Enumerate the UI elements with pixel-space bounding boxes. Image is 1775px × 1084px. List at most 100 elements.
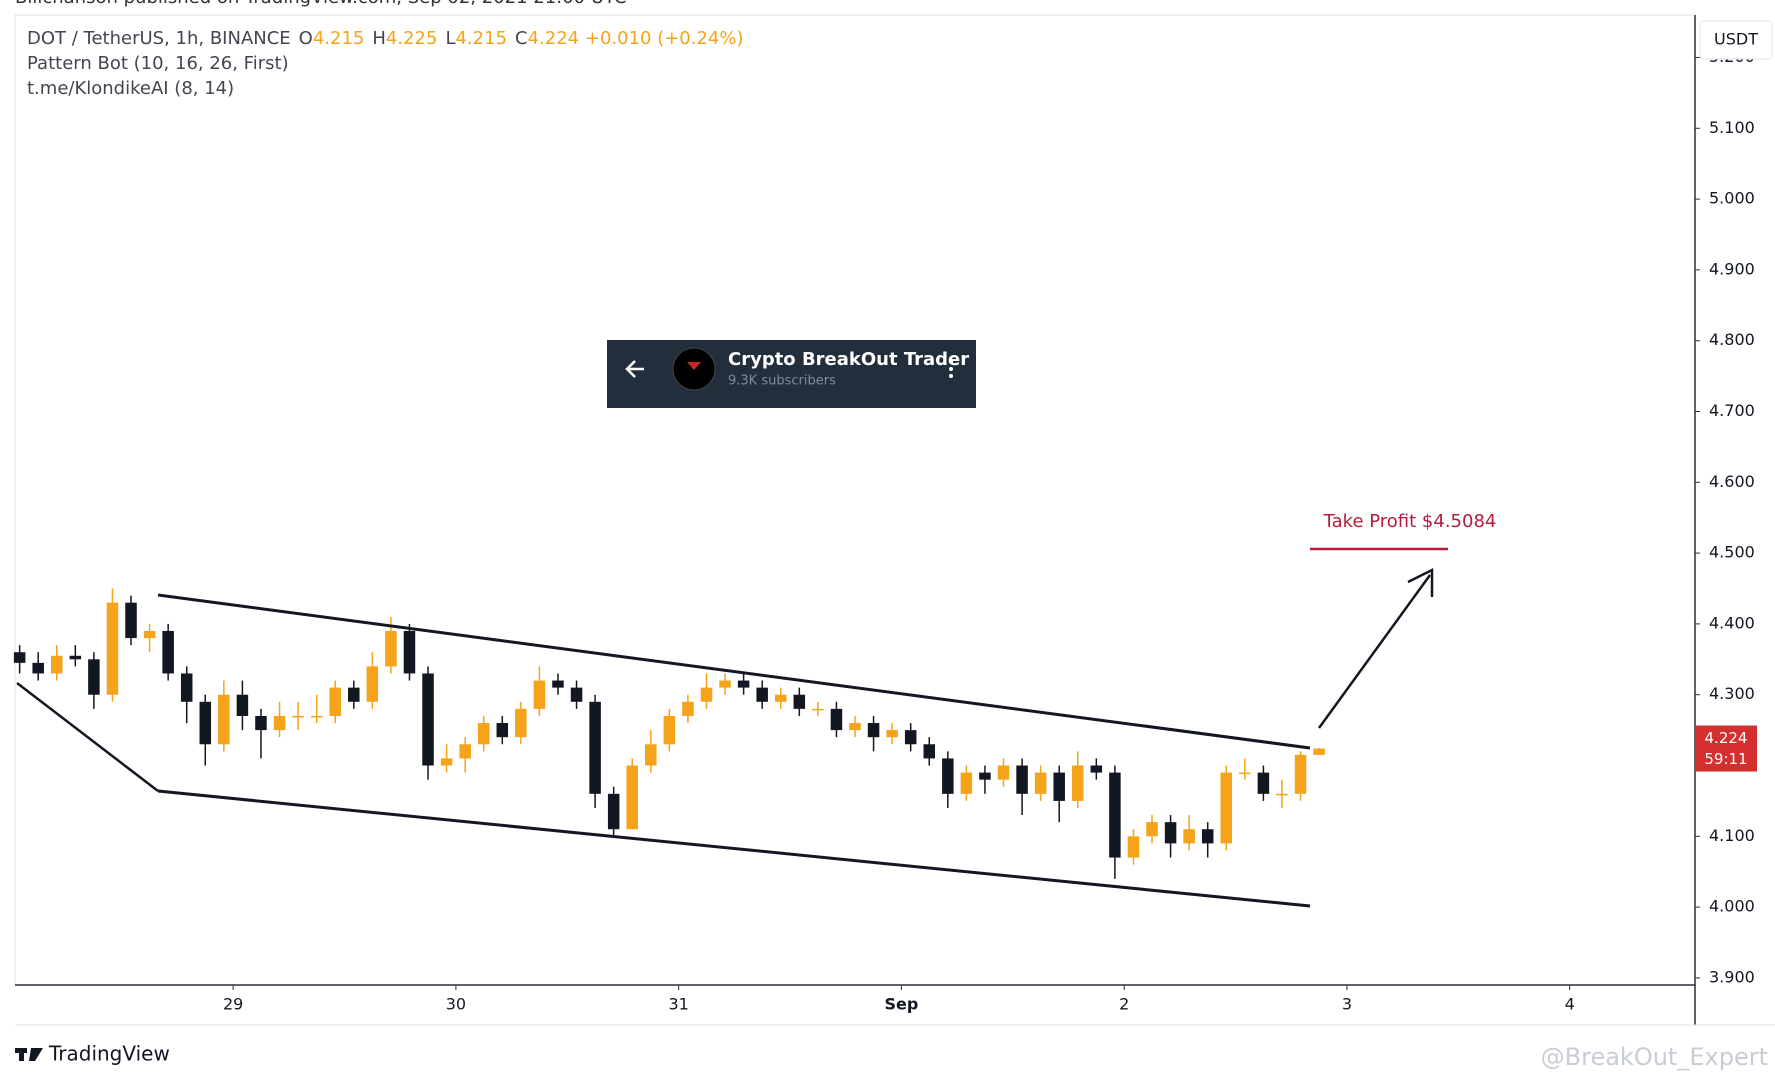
- candle-body: [1164, 822, 1177, 844]
- candle-body: [459, 744, 471, 759]
- candle-body: [552, 680, 564, 688]
- candle-body: [218, 694, 230, 745]
- y-tick-label: 4.400: [1709, 613, 1755, 632]
- candle-body: [1201, 829, 1214, 844]
- candle-body: [329, 687, 341, 716]
- change: +0.010 (+0.24%): [584, 28, 744, 49]
- y-tick-label: 4.300: [1709, 684, 1755, 703]
- candle-body: [162, 630, 174, 674]
- y-tick-label: 3.900: [1709, 967, 1755, 986]
- candle-body: [106, 602, 119, 695]
- unit-label: USDT: [1714, 30, 1758, 49]
- candle-body: [607, 793, 620, 830]
- indicator: t.me/KlondikeAI (8, 14): [27, 78, 235, 99]
- candle-body: [403, 630, 416, 674]
- candle-body: [997, 765, 1010, 780]
- candle-body: [1146, 822, 1158, 837]
- x-tick-label: 3: [1342, 995, 1352, 1014]
- avatar-logo: [687, 362, 701, 370]
- candle-body: [1034, 772, 1047, 794]
- candle-body: [942, 758, 954, 794]
- candle-body: [1072, 765, 1084, 801]
- candle-body: [292, 715, 304, 718]
- y-tick-label: 5.100: [1709, 118, 1755, 137]
- brand-logo: [15, 1048, 43, 1061]
- candle-body: [255, 715, 267, 731]
- menu-icon[interactable]: [949, 360, 953, 378]
- ohlc-value: 4.215: [312, 28, 365, 49]
- ohlc-value: 4.225: [385, 28, 438, 49]
- candle-body: [515, 708, 527, 738]
- ohlc-key: H: [372, 28, 386, 49]
- y-tick-label: 4.500: [1709, 543, 1755, 562]
- candle-body: [570, 687, 583, 702]
- candle-body: [533, 680, 546, 709]
- candle-body: [960, 772, 973, 794]
- candle-body: [69, 655, 82, 660]
- x-tick-label: 29: [223, 995, 243, 1014]
- candle-body: [589, 701, 601, 794]
- candle-body: [125, 602, 137, 639]
- candle-body: [385, 630, 397, 667]
- watermark: @BreakOut_Expert: [1541, 1043, 1768, 1071]
- legend: DOT / TetherUS, 1h, BINANCE O4.215 H4.225 L…: [27, 26, 744, 101]
- candle-body: [88, 659, 100, 695]
- y-tick-label: 4.900: [1709, 259, 1755, 278]
- candle-body: [812, 708, 824, 711]
- indicator: Pattern Bot (10, 16, 26, First): [27, 53, 289, 74]
- candle-body: [867, 723, 880, 738]
- candle-body: [1294, 754, 1307, 794]
- x-tick-label: 2: [1119, 995, 1129, 1014]
- y-tick-label: 4.700: [1709, 401, 1755, 420]
- candle-body: [904, 730, 917, 745]
- back-icon[interactable]: [625, 360, 644, 378]
- ohlc-key: L: [445, 28, 456, 49]
- candle-body: [1239, 772, 1251, 775]
- candle-body: [700, 687, 713, 702]
- y-tick-label: 5.000: [1709, 189, 1755, 208]
- candle-body: [1016, 765, 1028, 794]
- candle-body: [645, 744, 657, 766]
- last-price-label: 4.224: [1705, 729, 1748, 747]
- candle-body: [1109, 772, 1121, 858]
- candle-body: [51, 655, 63, 674]
- ohlc-key: C: [515, 28, 528, 49]
- candle-body: [366, 666, 379, 702]
- candle-body: [273, 715, 286, 731]
- candle-body: [310, 715, 323, 718]
- candle-body: [719, 680, 731, 688]
- brand-name: TradingView: [48, 1042, 170, 1066]
- candle-body: [830, 708, 843, 731]
- channel-left: [16, 682, 159, 792]
- last-price-box: [1695, 725, 1757, 772]
- symbol: DOT / TetherUS, 1h, BINANCE: [27, 28, 291, 49]
- plot-area: [14, 14, 1696, 986]
- channel-title: Crypto BreakOut Trader: [728, 349, 969, 370]
- candle-body: [849, 723, 861, 731]
- banner-bg: [607, 340, 976, 408]
- ohlc-key: O: [298, 28, 313, 49]
- ohlc-value: 4.224: [527, 28, 580, 49]
- candle-body: [682, 701, 694, 716]
- candle-body: [1127, 836, 1140, 858]
- legend-line: DOT / TetherUS, 1h, BINANCE O4.215 H4.225 L…: [27, 26, 744, 51]
- unit-box: [1699, 20, 1773, 60]
- channel-upper: [157, 593, 1311, 750]
- candle-body: [979, 772, 991, 780]
- x-tick-label: 4: [1565, 995, 1575, 1014]
- candle-body: [1183, 829, 1195, 844]
- candle-body: [756, 687, 768, 702]
- candle-body: [477, 723, 490, 745]
- y-tick-label: 4.000: [1709, 897, 1755, 916]
- candle-body: [1313, 748, 1325, 755]
- y-tick-label: 4.800: [1709, 330, 1755, 349]
- candle-body: [774, 694, 787, 702]
- x-tick-label: 30: [446, 995, 466, 1014]
- candle-body: [440, 758, 453, 766]
- countdown-label: 59:11: [1704, 750, 1747, 768]
- candle-body: [199, 701, 212, 745]
- channel-lower: [157, 789, 1311, 908]
- candle-body: [1257, 772, 1270, 794]
